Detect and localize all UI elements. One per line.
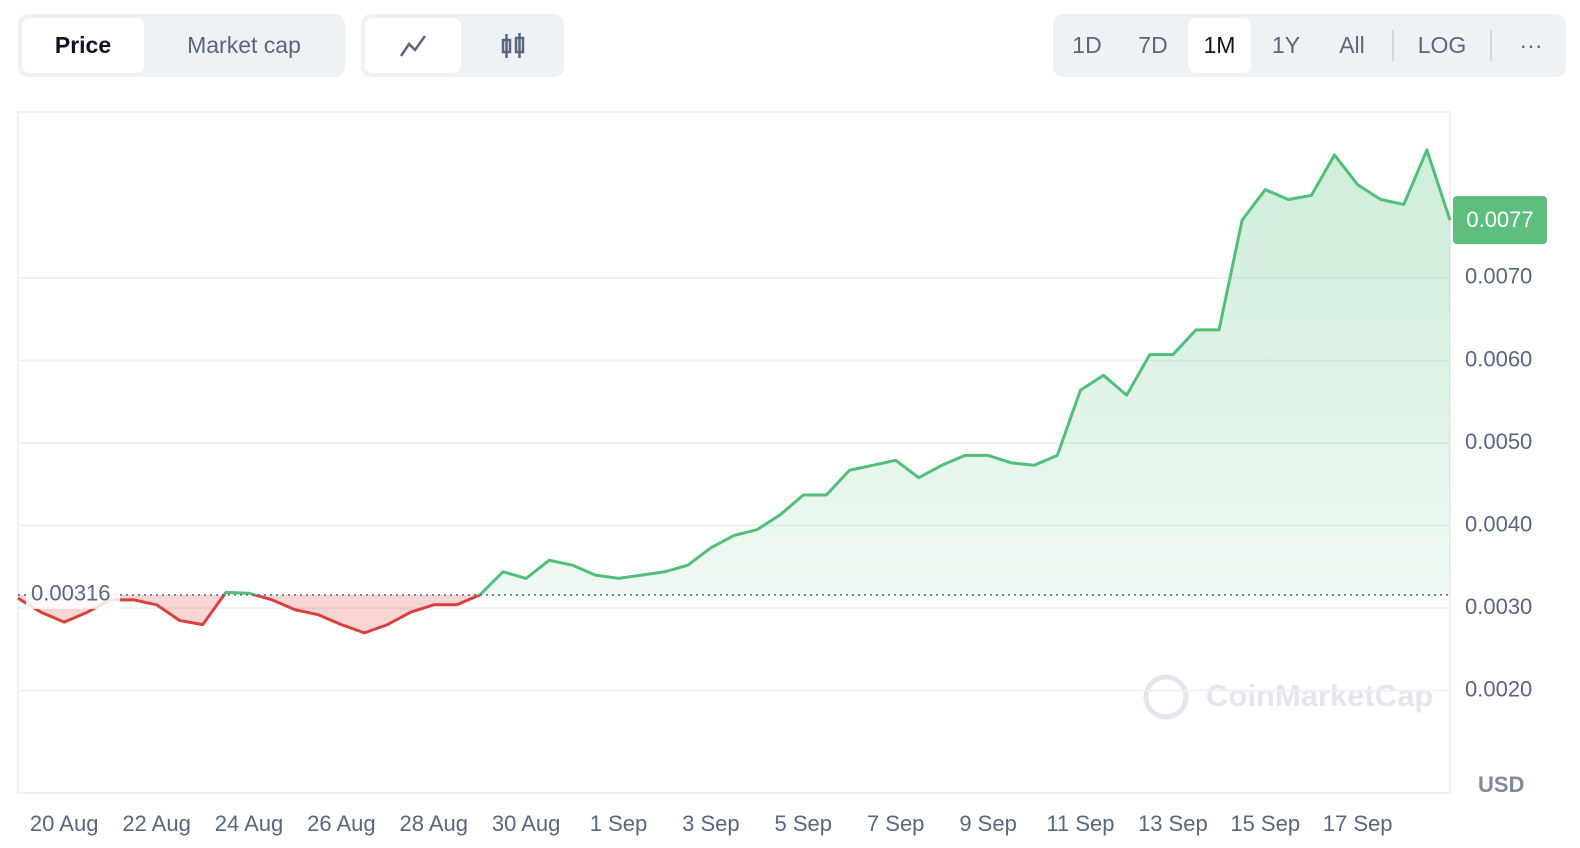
line-style[interactable]: [365, 18, 461, 73]
up-region: [222, 148, 1452, 595]
range-tabs: 1D 7D 1M 1Y All LOG ···: [1053, 14, 1566, 77]
down-region: [17, 594, 1450, 635]
reference-label: 0.00316: [31, 581, 111, 606]
watermark-logo: [1143, 674, 1189, 720]
line-icon: [399, 35, 427, 57]
last-price-label: 0.0077: [1466, 207, 1533, 232]
x-tick-label: 15 Sep: [1230, 811, 1300, 836]
tab-market-cap[interactable]: Market cap: [187, 32, 301, 58]
candle-style[interactable]: [465, 18, 561, 73]
range-1y[interactable]: 1Y: [1271, 32, 1301, 58]
y-tick-label: 0.0050: [1465, 429, 1532, 454]
log-toggle[interactable]: LOG: [1417, 32, 1467, 58]
x-tick-label: 3 Sep: [682, 811, 740, 836]
x-tick-label: 30 Aug: [492, 811, 561, 836]
x-tick-label: 1 Sep: [590, 811, 648, 836]
x-tick-label: 28 Aug: [399, 811, 468, 836]
y-tick-label: 0.0070: [1465, 264, 1532, 289]
view-tabs: Price Market cap: [18, 14, 345, 77]
last-price-tag: [1453, 196, 1547, 245]
y-tick-label: 0.0040: [1465, 511, 1532, 536]
price-line: [222, 148, 1452, 595]
range-all[interactable]: All: [1339, 32, 1365, 58]
x-tick-label: 24 Aug: [215, 811, 284, 836]
price-area: [224, 149, 1450, 595]
price-line-down: [17, 594, 483, 635]
tab-price[interactable]: Price: [22, 18, 144, 73]
divider: [1490, 30, 1492, 61]
x-tick-label: 7 Sep: [867, 811, 925, 836]
x-tick-label: 9 Sep: [959, 811, 1017, 836]
x-tick-label: 5 Sep: [775, 811, 833, 836]
reference-label-bg: [26, 580, 120, 609]
x-tick-label: 17 Sep: [1323, 811, 1393, 836]
chart-style: [361, 14, 564, 77]
range-7d[interactable]: 7D: [1138, 32, 1168, 58]
y-tick-label: 0.0020: [1465, 676, 1532, 701]
range-1d[interactable]: 1D: [1072, 32, 1102, 58]
y-tick-label: 0.0030: [1465, 594, 1532, 619]
divider: [1392, 30, 1394, 61]
more-menu[interactable]: ···: [1519, 32, 1543, 58]
x-tick-label: 22 Aug: [122, 811, 191, 836]
x-tick-label: 20 Aug: [30, 811, 99, 836]
watermark: CoinMarketCap: [1206, 678, 1433, 713]
x-tick-label: 26 Aug: [307, 811, 376, 836]
price-area-down: [18, 594, 1450, 633]
candle-icon: [501, 33, 525, 58]
y-tick-label: 0.0060: [1465, 346, 1532, 371]
range-1m[interactable]: 1M: [1188, 18, 1251, 73]
x-tick-label: 11 Sep: [1046, 811, 1114, 836]
x-tick-label: 13 Sep: [1138, 811, 1208, 836]
currency-label: USD: [1478, 772, 1524, 797]
